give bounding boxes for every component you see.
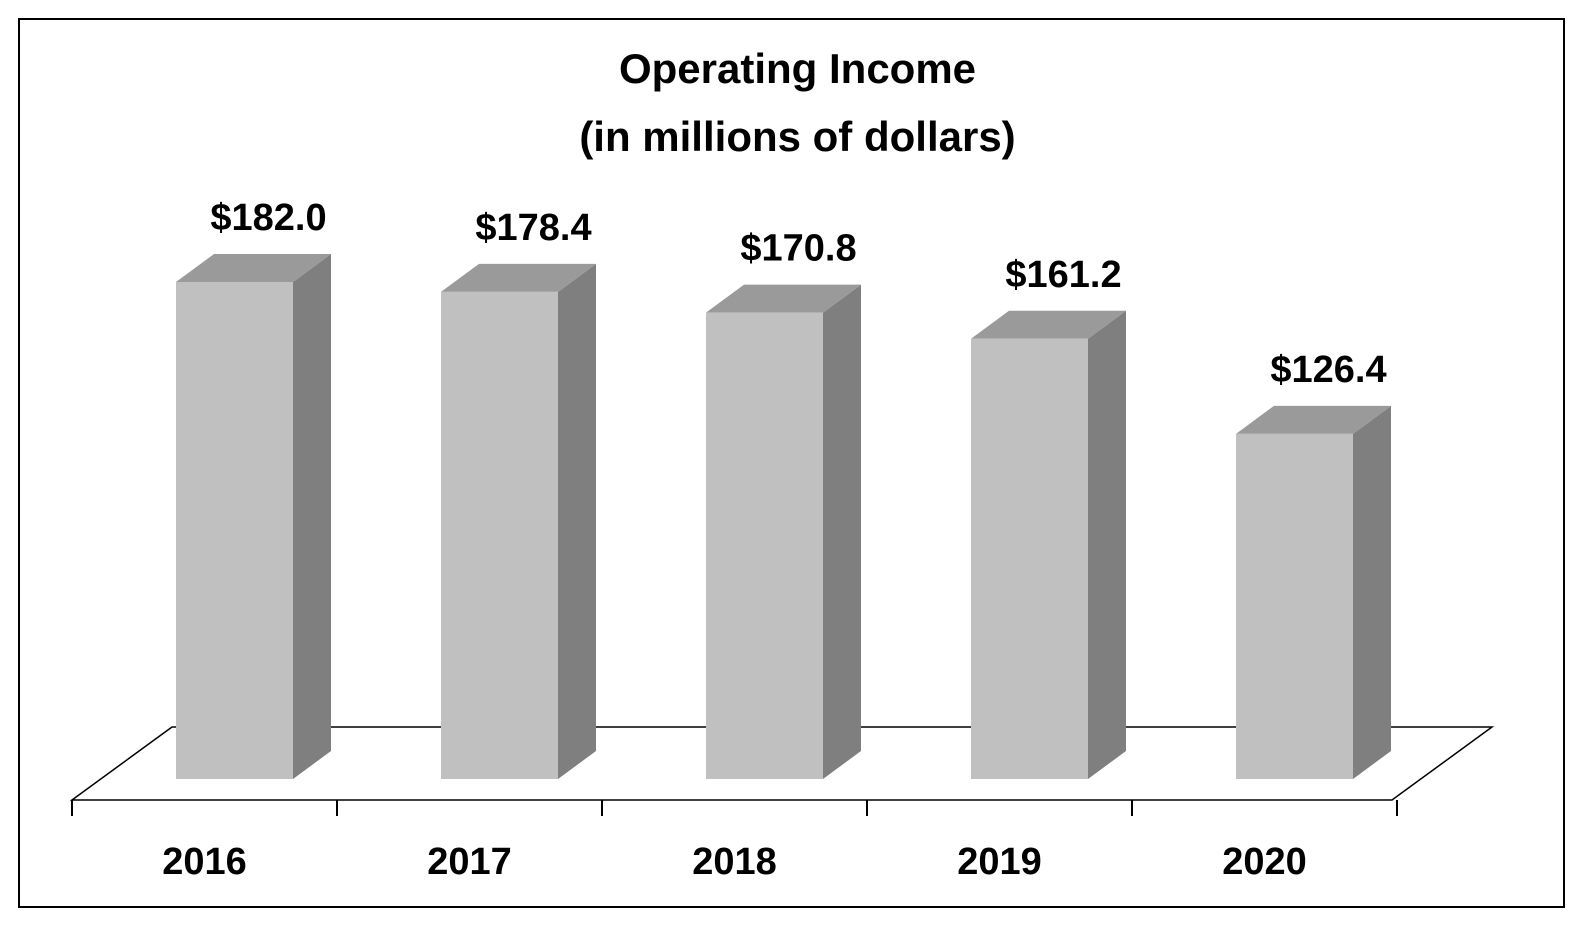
bar-side bbox=[1088, 310, 1126, 779]
bar-side bbox=[1353, 405, 1391, 779]
bar-side bbox=[558, 263, 596, 779]
bar-2016 bbox=[176, 254, 331, 779]
bar-2018 bbox=[706, 284, 861, 779]
bars bbox=[176, 254, 1391, 779]
bar-front bbox=[706, 312, 823, 779]
chart-subtitle: (in millions of dollars) bbox=[579, 113, 1016, 160]
tick-labels: 2016 2017 2018 2019 2020 bbox=[162, 841, 1307, 883]
tick-label: 2020 bbox=[1222, 841, 1307, 883]
bar-front bbox=[441, 291, 558, 779]
value-labels: $182.0 $178.4 $170.8 $161.2 $126.4 bbox=[210, 197, 1386, 391]
bar-top bbox=[706, 284, 861, 313]
tick-label: 2017 bbox=[427, 841, 512, 883]
tick-label: 2016 bbox=[162, 841, 247, 883]
bar-top bbox=[441, 263, 596, 292]
bar-front bbox=[1236, 433, 1353, 779]
value-label: $170.8 bbox=[740, 228, 856, 270]
tick-label: 2018 bbox=[692, 841, 777, 883]
bar-top bbox=[971, 310, 1126, 339]
x-axis bbox=[71, 800, 1398, 816]
bar-side bbox=[823, 284, 861, 779]
bar-2020 bbox=[1236, 405, 1391, 779]
bar-top bbox=[176, 254, 331, 282]
value-label: $178.4 bbox=[475, 207, 591, 249]
bar-2017 bbox=[441, 263, 596, 779]
bar-2019 bbox=[971, 310, 1126, 779]
value-label: $161.2 bbox=[1005, 254, 1121, 296]
bar-front bbox=[176, 282, 293, 779]
value-label: $126.4 bbox=[1270, 349, 1386, 391]
bar-side bbox=[293, 254, 331, 779]
tick-label: 2019 bbox=[957, 841, 1042, 883]
bar-top bbox=[1236, 405, 1391, 434]
value-label: $182.0 bbox=[210, 197, 326, 239]
bar-front bbox=[971, 338, 1088, 779]
chart-title: Operating Income bbox=[618, 45, 977, 92]
